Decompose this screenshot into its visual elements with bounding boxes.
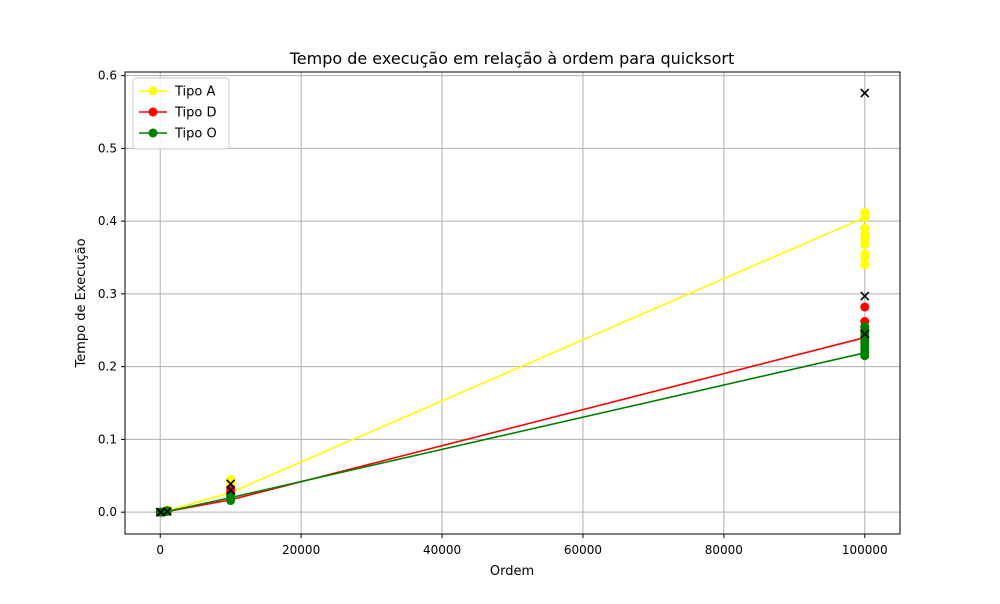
data-point-tipo-a — [860, 249, 870, 259]
x-marker — [860, 88, 870, 98]
x-marker — [226, 485, 236, 495]
data-point-tipo-d — [860, 302, 870, 312]
legend-marker-tipo-o — [148, 128, 158, 138]
y-tick-label: 0.1 — [98, 432, 117, 446]
data-point-tipo-o — [860, 322, 870, 332]
x-axis-label: Ordem — [490, 564, 534, 579]
legend-label-tipo-d: Tipo D — [174, 106, 217, 121]
x-tick-label: 0 — [156, 543, 164, 557]
data-point-tipo-a — [226, 474, 236, 484]
x-axis-ticks: 0 20000 40000 60000 80000 100000 — [156, 534, 888, 557]
y-tick-label: 0.5 — [98, 141, 117, 155]
y-tick-label: 0.3 — [98, 287, 117, 301]
x-marker-stroke — [226, 485, 236, 495]
y-axis-ticks: 0.0 0.1 0.2 0.3 0.4 0.5 0.6 — [98, 69, 125, 519]
x-marker — [226, 479, 236, 489]
x-marker-stroke — [860, 291, 870, 301]
x-tick-label: 80000 — [705, 543, 743, 557]
y-tick-label: 0.4 — [98, 214, 117, 228]
x-marker — [162, 506, 172, 517]
x-marker — [860, 291, 870, 301]
legend-marker-tipo-d — [148, 107, 158, 117]
grid — [125, 72, 900, 534]
y-tick-label: 0.0 — [98, 505, 117, 519]
y-axis-label: Tempo de Execução — [74, 238, 89, 368]
y-tick-label: 0.6 — [98, 69, 117, 83]
legend-marker-tipo-a — [148, 86, 158, 96]
data-point-tipo-a — [860, 260, 870, 270]
x-marker-stroke — [162, 506, 172, 517]
data-point-tipo-o — [226, 490, 236, 500]
x-marker-stroke — [156, 507, 166, 517]
legend-label-tipo-a: Tipo A — [174, 85, 215, 100]
x-tick-label: 60000 — [564, 543, 602, 557]
legend-label-tipo-o: Tipo O — [174, 127, 217, 142]
y-tick-label: 0.2 — [98, 360, 117, 374]
chart-title: Tempo de execução em relação à ordem par… — [289, 49, 735, 68]
x-tick-label: 100000 — [842, 543, 888, 557]
data-point-tipo-a — [860, 207, 870, 217]
x-tick-label: 20000 — [282, 543, 320, 557]
x-marker-stroke — [860, 329, 870, 339]
x-markers — [155, 88, 870, 517]
x-marker-stroke — [226, 479, 236, 489]
plot-area-frame — [124, 71, 901, 535]
data-point-tipo-a — [860, 223, 870, 233]
x-marker-stroke — [860, 88, 870, 98]
x-marker — [860, 329, 870, 339]
x-tick-label: 40000 — [423, 543, 461, 557]
legend: Tipo A Tipo D Tipo O — [132, 77, 230, 150]
